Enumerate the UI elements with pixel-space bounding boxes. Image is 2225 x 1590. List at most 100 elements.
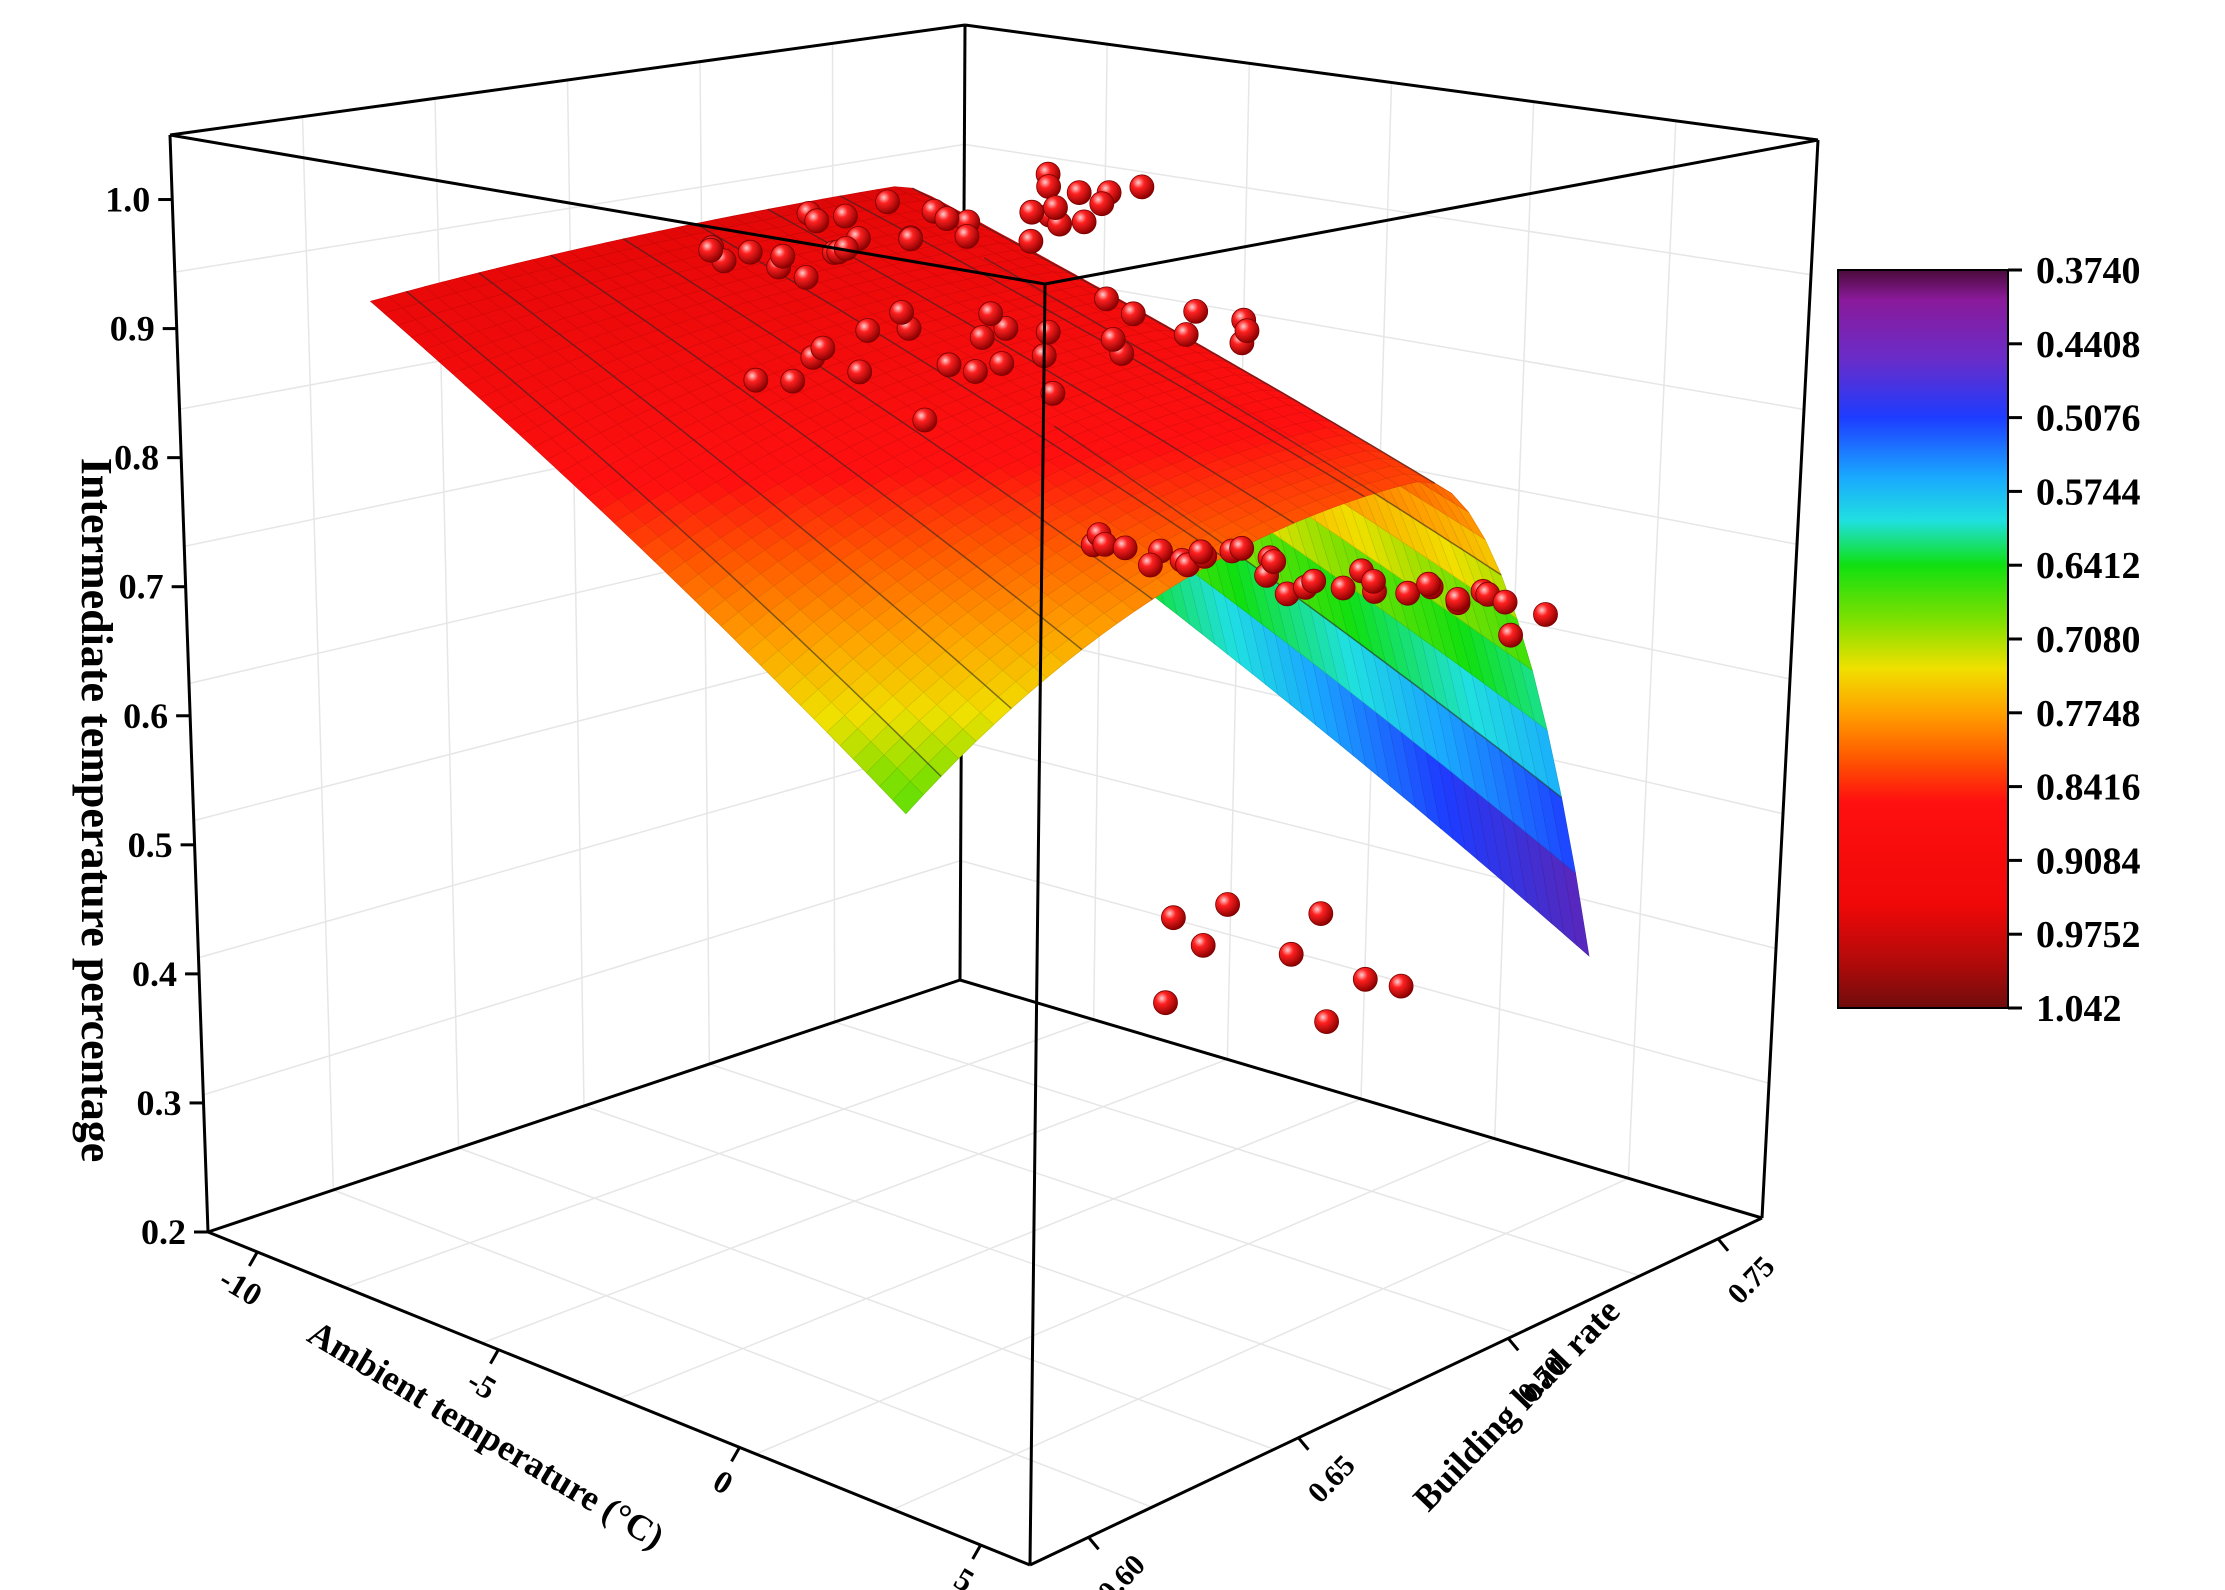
scatter-point bbox=[1352, 966, 1378, 992]
box-edge bbox=[207, 978, 961, 1234]
grid-line bbox=[834, 1021, 1641, 1277]
box-edge bbox=[1029, 1216, 1763, 1567]
scatter-point bbox=[1361, 569, 1386, 594]
scatter-point bbox=[1035, 319, 1061, 345]
surface-cell bbox=[892, 781, 924, 815]
box-edge bbox=[207, 1230, 1031, 1567]
scatter-point bbox=[793, 264, 819, 290]
box-edge bbox=[1028, 283, 1047, 1566]
scatter-point bbox=[1445, 587, 1471, 612]
scatter-point bbox=[1533, 602, 1558, 627]
contour-line bbox=[478, 272, 1012, 710]
scatter-points bbox=[698, 161, 1558, 1034]
scatter-point bbox=[1071, 209, 1097, 235]
colorbar-tick-label: 1.042 bbox=[2036, 988, 2122, 1030]
scatter-point bbox=[875, 189, 900, 215]
colorbar: 0.3740 0.4408 0.5076 0.5744 0.6412 0.7080 0.77… bbox=[1837, 250, 2141, 1030]
colorbar-tick-label: 0.5744 bbox=[2036, 471, 2141, 513]
z-tick-label: 0.2 bbox=[141, 1212, 186, 1252]
y-tick-mark bbox=[1716, 1237, 1730, 1252]
contour-line bbox=[406, 290, 942, 777]
z-tick-label: 0.8 bbox=[114, 438, 159, 478]
x-tick-label: 5 bbox=[948, 1560, 980, 1590]
grid-line bbox=[434, 98, 460, 1149]
scatter-point bbox=[1089, 191, 1115, 217]
scatter-point bbox=[1138, 552, 1163, 578]
x-tick-label: 0 bbox=[707, 1462, 739, 1501]
scatter-point bbox=[889, 299, 914, 325]
contour-line bbox=[1053, 425, 1563, 799]
colorbar-tick-label: 0.5076 bbox=[2036, 398, 2141, 440]
scatter-point bbox=[1229, 535, 1255, 561]
scatter-point bbox=[780, 368, 806, 394]
scatter-point bbox=[936, 352, 962, 378]
y-tick-mark bbox=[1297, 1436, 1310, 1451]
scatter-point bbox=[1043, 195, 1068, 221]
x-tick-mark bbox=[489, 1348, 500, 1365]
box-edge bbox=[964, 23, 1819, 142]
grid-line bbox=[755, 1137, 1495, 1455]
scatter-point bbox=[1301, 568, 1327, 594]
y-axis-title: Building load rate bbox=[1405, 1291, 1627, 1519]
contour-line bbox=[622, 238, 1153, 600]
scatter-point bbox=[1215, 892, 1240, 917]
scatter-point bbox=[810, 335, 836, 361]
colorbar-tick-label: 0.3740 bbox=[2036, 250, 2141, 292]
colorbar-fill bbox=[1837, 269, 2009, 1009]
scatter-point bbox=[1092, 532, 1118, 557]
scatter-point bbox=[989, 351, 1015, 376]
scatter-point bbox=[743, 367, 769, 393]
scatter-point bbox=[912, 407, 938, 433]
colorbar-ticks: 0.3740 0.4408 0.5076 0.5744 0.6412 0.7080 0.77… bbox=[2008, 250, 2141, 1030]
contour-line bbox=[550, 254, 1083, 651]
scatter-point bbox=[1036, 174, 1061, 199]
scatter-point bbox=[1040, 380, 1066, 406]
scatter-point bbox=[1492, 589, 1518, 615]
colorbar-tick-label: 0.7748 bbox=[2036, 693, 2141, 735]
scatter-point bbox=[833, 203, 858, 229]
scatter-point bbox=[1395, 580, 1421, 606]
z-tick-label: 1.0 bbox=[105, 180, 150, 220]
z-tick-label: 0.9 bbox=[110, 309, 155, 349]
z-tick-label: 0.5 bbox=[128, 825, 173, 865]
scatter-point bbox=[1188, 539, 1214, 565]
scatter-point bbox=[954, 223, 980, 249]
scatter-point bbox=[1018, 228, 1044, 254]
grid-line bbox=[1627, 120, 1677, 1179]
colorbar-tick-label: 0.8416 bbox=[2036, 767, 2141, 809]
box-edge bbox=[959, 978, 1763, 1220]
x-tick-mark bbox=[730, 1446, 741, 1463]
contour-line bbox=[983, 257, 1502, 576]
front-box-edges bbox=[168, 23, 1820, 1567]
y-tick-label: 0.60 bbox=[1092, 1548, 1152, 1590]
y-tick-label: 0.75 bbox=[1721, 1250, 1781, 1311]
scatter-point bbox=[1183, 298, 1209, 324]
scatter-point bbox=[1161, 905, 1186, 931]
z-tick-label: 0.4 bbox=[132, 954, 177, 994]
box-edge bbox=[1760, 139, 1820, 1219]
scatter-point bbox=[1019, 199, 1045, 225]
scatter-point bbox=[1314, 1009, 1339, 1034]
scatter-point bbox=[1308, 901, 1334, 926]
contour-line bbox=[767, 208, 1295, 524]
scatter-point bbox=[770, 243, 796, 269]
box-edge bbox=[169, 23, 966, 137]
scatter-point bbox=[1120, 301, 1146, 327]
scatter-point bbox=[1094, 286, 1119, 312]
scatter-point bbox=[1388, 973, 1414, 999]
grid-line bbox=[892, 1177, 1629, 1511]
colorbar-tick-label: 0.9084 bbox=[2036, 840, 2141, 882]
scatter-point bbox=[1278, 941, 1304, 967]
scatter-point bbox=[855, 318, 881, 343]
scatter-point bbox=[1066, 180, 1092, 206]
response-surface bbox=[369, 186, 1590, 957]
y-tick-mark bbox=[1507, 1337, 1520, 1352]
x-tick-mark bbox=[971, 1544, 982, 1560]
scatter-point bbox=[1129, 174, 1155, 200]
scatter-point bbox=[1112, 535, 1138, 561]
grid-line bbox=[301, 116, 335, 1191]
scatter-point bbox=[1153, 990, 1178, 1016]
scatter-point bbox=[1190, 933, 1216, 958]
scatter-point bbox=[847, 359, 873, 385]
